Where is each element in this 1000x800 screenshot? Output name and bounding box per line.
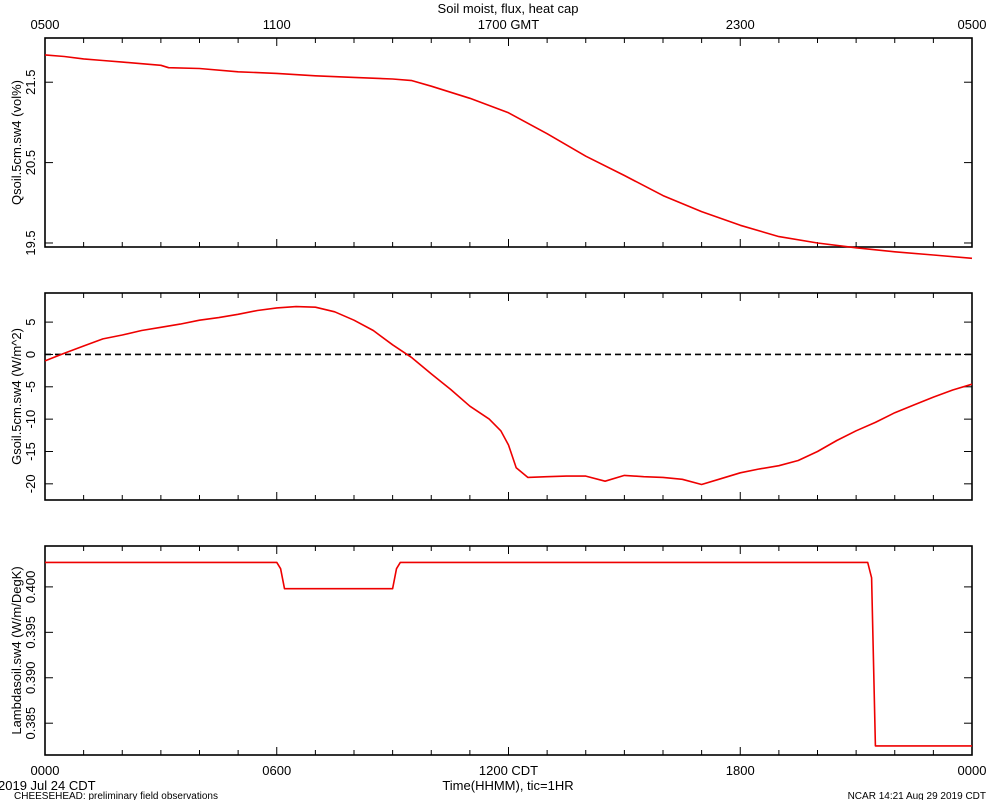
top-tick-label: 1100 (263, 17, 291, 32)
y-tick-label: -15 (23, 442, 38, 461)
y-axis-label: Lambdasoil.sw4 (W/m/DegK) (9, 566, 24, 734)
series-line (44, 305, 973, 486)
y-tick-label: 0.400 (23, 571, 38, 604)
panel-frame (44, 37, 973, 248)
y-tick-label: 0.390 (23, 661, 38, 694)
date-label: 2019 Jul 24 CDT (0, 778, 96, 793)
footer-right: NCAR 14:21 Aug 29 2019 CDT (848, 791, 986, 800)
y-tick-label: -20 (23, 474, 38, 493)
y-axis-label: Qsoil.5cm.sw4 (vol%) (9, 80, 24, 205)
footer-left: CHEESEHEAD: preliminary field observatio… (14, 791, 218, 800)
top-tick-label: 0500 (31, 17, 60, 32)
bottom-tick-label: 1800 (726, 763, 755, 778)
panel-2: -20 -15 -10 -5 0 5 Gsoil.5cm.sw4 (W/m^2) (9, 292, 973, 501)
chart-title: Soil moist, flux, heat cap (438, 1, 579, 16)
y-tick-label: -10 (23, 410, 38, 429)
bottom-tick-label: 0000 (31, 763, 60, 778)
y-tick-label: 0.395 (23, 616, 38, 649)
series-line (44, 54, 973, 260)
panel-frame (44, 545, 973, 756)
top-tick-label: 0500 (958, 17, 987, 32)
y-tick-label: 0.385 (23, 707, 38, 740)
bottom-tick-label: 1200 CDT (479, 763, 538, 778)
bottom-tick-label: 0600 (262, 763, 291, 778)
top-tick-label: 2300 (726, 17, 755, 32)
y-tick-label: -5 (23, 381, 38, 393)
y-tick-label: 20.5 (23, 150, 38, 175)
x-axis-label: Time(HHMM), tic=1HR (442, 778, 573, 793)
y-tick-label: 19.5 (23, 230, 38, 255)
top-tick-label: 1700 GMT (478, 17, 539, 32)
x-axis-labels: 0500 1100 1700 GMT 2300 0500 0000 0600 1200 CDT… (31, 17, 987, 778)
bottom-tick-label: 0000 (958, 763, 987, 778)
y-tick-label: 5 (23, 318, 38, 325)
y-tick-label: 21.5 (23, 70, 38, 95)
series-line (45, 561, 972, 747)
y-tick-label: 0 (23, 351, 38, 358)
y-axis-label: Gsoil.5cm.sw4 (W/m^2) (9, 328, 24, 465)
